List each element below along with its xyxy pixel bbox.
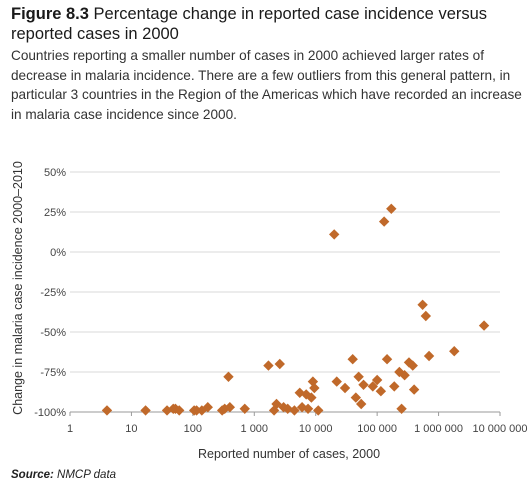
x-tick-label: 1 000 000 bbox=[414, 423, 463, 435]
data-point bbox=[101, 405, 113, 416]
y-tick-label: 50% bbox=[44, 167, 66, 179]
source-note: Source: NMCP data bbox=[11, 469, 116, 481]
x-tick-label: 10 000 bbox=[299, 423, 333, 435]
data-point bbox=[408, 384, 420, 395]
y-axis-title: Change in malaria case incidence 2000–20… bbox=[11, 161, 25, 415]
y-tick-label: -75% bbox=[40, 367, 66, 379]
data-point bbox=[389, 381, 400, 392]
data-point bbox=[420, 310, 432, 322]
data-point bbox=[140, 405, 151, 416]
data-point bbox=[202, 402, 213, 413]
data-point bbox=[396, 403, 407, 414]
data-point bbox=[478, 320, 490, 331]
data-point bbox=[339, 382, 351, 394]
data-point bbox=[223, 371, 234, 382]
data-point bbox=[407, 360, 418, 371]
x-tick-label: 1 000 bbox=[241, 423, 269, 435]
y-tick-label: -100% bbox=[34, 407, 66, 419]
x-tick-label: 10 000 000 bbox=[472, 423, 527, 435]
data-point bbox=[358, 379, 369, 390]
data-point bbox=[371, 374, 383, 386]
x-tick-label: 100 000 bbox=[357, 423, 397, 435]
figure-subtitle: Countries reporting a smaller number of … bbox=[11, 48, 522, 122]
data-point bbox=[367, 381, 379, 392]
data-point bbox=[375, 386, 387, 397]
data-point bbox=[394, 366, 405, 378]
x-axis-title: Reported number of cases, 2000 bbox=[198, 447, 380, 461]
figure-title: Percentage change in reported case incid… bbox=[11, 5, 488, 43]
data-point bbox=[329, 229, 340, 240]
data-point bbox=[378, 216, 390, 227]
data-point bbox=[386, 203, 397, 214]
data-point bbox=[381, 354, 393, 365]
data-point bbox=[263, 360, 274, 371]
gridlines bbox=[70, 171, 500, 413]
data-point bbox=[224, 402, 236, 413]
data-point bbox=[399, 370, 410, 381]
data-point bbox=[274, 358, 285, 370]
data-point bbox=[350, 392, 362, 403]
y-axis-ticks: 50% 25% 0% -25% -50% -75% -100% bbox=[34, 167, 66, 419]
figure-number: Figure 8.3 bbox=[11, 5, 89, 23]
x-axis: 1 10 100 1 000 10 000 100 000 1 000 000 10 000 … bbox=[67, 411, 528, 435]
source-label: Source: bbox=[11, 469, 54, 481]
x-tick-label: 1 bbox=[67, 423, 73, 435]
data-point bbox=[417, 299, 428, 310]
data-point bbox=[306, 392, 317, 403]
data-point bbox=[331, 376, 342, 387]
x-tick-label: 10 bbox=[125, 423, 137, 435]
data-points bbox=[101, 203, 490, 416]
y-tick-label: -25% bbox=[40, 287, 66, 299]
y-tick-label: 0% bbox=[50, 247, 66, 259]
data-point bbox=[191, 405, 202, 416]
data-point bbox=[423, 350, 435, 362]
data-point bbox=[347, 354, 358, 365]
data-point bbox=[174, 405, 185, 416]
y-tick-label: 25% bbox=[44, 207, 66, 219]
y-tick-label: -50% bbox=[40, 327, 66, 339]
source-text: NMCP data bbox=[57, 469, 117, 481]
data-point bbox=[449, 346, 460, 357]
data-point bbox=[355, 398, 367, 410]
data-point bbox=[239, 403, 250, 414]
scatter-chart: 50% 25% 0% -25% -50% -75% -100% 1 10 100 1 000 10 … bbox=[11, 161, 528, 461]
figure-title-block: Figure 8.3 Percentage change in reported… bbox=[11, 4, 526, 44]
x-tick-label: 100 bbox=[184, 423, 202, 435]
data-point bbox=[289, 405, 300, 416]
data-point bbox=[302, 403, 314, 414]
data-point bbox=[353, 371, 364, 382]
data-point bbox=[309, 382, 320, 394]
data-point bbox=[313, 405, 324, 416]
